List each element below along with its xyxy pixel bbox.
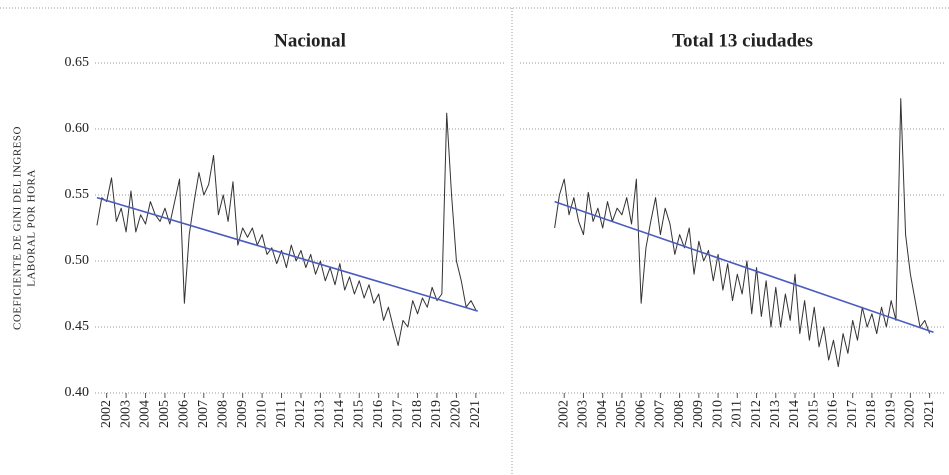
- x-tick-label: 2009: [691, 400, 706, 428]
- x-tick-label: 2021: [922, 400, 937, 428]
- x-tick-label: 2006: [633, 400, 648, 428]
- x-tick-label: 2010: [254, 400, 269, 428]
- y-tick-label: 0.65: [65, 55, 90, 70]
- y-axis-label: LABORAL POR HORA: [26, 169, 38, 287]
- x-tick-label: 2015: [806, 400, 821, 428]
- x-tick-label: 2007: [653, 400, 668, 428]
- y-tick-label: 0.50: [65, 253, 90, 268]
- chart-title: Nacional: [274, 30, 346, 51]
- x-tick-label: 2007: [196, 400, 211, 428]
- x-tick-label: 2017: [390, 400, 405, 428]
- x-tick-label: 2021: [468, 400, 483, 428]
- x-tick-label: 2020: [903, 400, 918, 428]
- x-tick-label: 2003: [576, 400, 591, 428]
- x-tick-label: 2014: [787, 400, 802, 428]
- x-tick-label: 2008: [672, 400, 687, 428]
- y-tick-label: 0.60: [65, 121, 90, 136]
- x-tick-label: 2018: [410, 400, 425, 428]
- y-tick-label: 0.55: [65, 187, 90, 202]
- chart-title: Total 13 ciudades: [672, 30, 813, 51]
- x-tick-label: 2005: [614, 400, 629, 428]
- x-tick-label: 2003: [118, 400, 133, 428]
- x-tick-label: 2020: [449, 400, 464, 428]
- x-tick-label: 2009: [235, 400, 250, 428]
- x-tick-label: 2005: [157, 400, 172, 428]
- y-axis-label: COEFICIENTE DE GINI DEL INGRESO: [12, 126, 24, 330]
- x-tick-label: 2015: [351, 400, 366, 428]
- y-tick-label: 0.45: [65, 319, 90, 334]
- x-tick-label: 2008: [215, 400, 230, 428]
- x-tick-label: 2006: [177, 400, 192, 428]
- x-tick-label: 2016: [826, 400, 841, 428]
- x-tick-label: 2016: [371, 400, 386, 428]
- x-tick-label: 2013: [768, 400, 783, 428]
- x-tick-label: 2002: [99, 400, 114, 428]
- x-tick-label: 2011: [730, 400, 745, 427]
- trend-line: [96, 196, 479, 312]
- trend-line: [554, 200, 934, 334]
- data-line: [96, 112, 477, 346]
- x-tick-label: 2004: [595, 400, 610, 428]
- x-tick-label: 2011: [274, 400, 289, 427]
- x-tick-label: 2012: [749, 400, 764, 428]
- x-tick-label: 2012: [293, 400, 308, 428]
- y-tick-label: 0.40: [65, 385, 90, 400]
- x-tick-label: 2018: [864, 400, 879, 428]
- x-tick-label: 2002: [556, 400, 571, 428]
- x-tick-label: 2019: [429, 400, 444, 428]
- x-tick-label: 2010: [710, 400, 725, 428]
- x-tick-label: 2014: [332, 400, 347, 428]
- data-line: [554, 98, 931, 368]
- x-tick-label: 2017: [845, 400, 860, 428]
- x-tick-label: 2004: [138, 400, 153, 428]
- x-tick-label: 2013: [313, 400, 328, 428]
- x-tick-label: 2019: [883, 400, 898, 428]
